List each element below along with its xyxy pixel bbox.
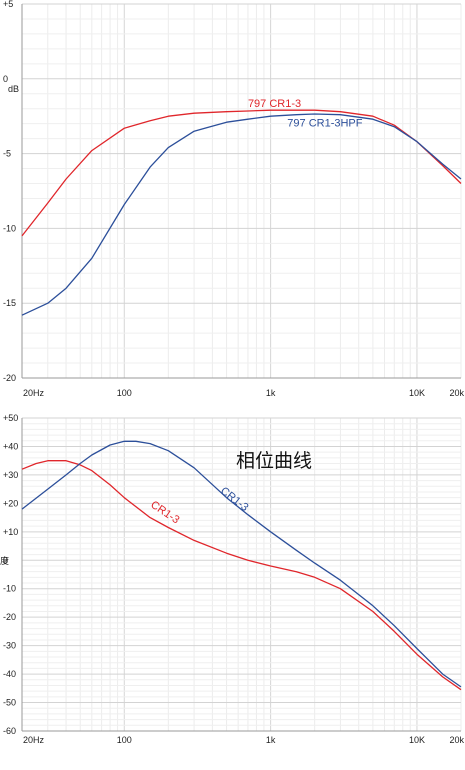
x-tick-label: 100 <box>117 388 132 398</box>
x-tick-label: 20k <box>449 388 464 398</box>
y-axis-label: 度 <box>0 555 9 566</box>
series-line-red <box>21 460 462 691</box>
y-axis-label: dB <box>8 84 19 94</box>
phase-chart: +50 +40 +30 +20 +10 0 -10 -20 -30 -40 -50 -60 度 20Hz 1… <box>0 413 464 745</box>
series-line-blue <box>21 113 462 316</box>
x-tick-label: 20k <box>449 735 464 745</box>
y-tick-label: -60 <box>3 726 16 736</box>
x-tick-label: 1k <box>266 388 276 398</box>
y-tick-label: +10 <box>3 527 18 537</box>
x-tick-label: 20Hz <box>23 735 45 745</box>
series-line-blue <box>21 440 462 688</box>
y-tick-label: +30 <box>3 470 18 480</box>
y-tick-label: -5 <box>3 149 11 159</box>
y-tick-label: -15 <box>3 298 16 308</box>
x-tick-label: 20Hz <box>23 388 45 398</box>
y-tick-label: -20 <box>3 612 16 622</box>
x-tick-label: 100 <box>117 735 132 745</box>
magnitude-chart: +5 0 -5 -10 -15 -20 dB 20Hz 100 1k 10K 20k 797 CR1-3… <box>3 0 464 398</box>
grid <box>21 3 462 379</box>
y-tick-label: 0 <box>3 74 8 84</box>
chart-title: 相位曲线 <box>236 450 312 472</box>
y-tick-label: -20 <box>3 373 16 383</box>
series-label: 797 CR1-3HPF <box>287 118 362 130</box>
grid <box>21 417 462 732</box>
series-line-red <box>21 109 462 237</box>
series-label: 797 CR1-3 <box>248 98 301 110</box>
plot-area <box>22 418 461 731</box>
y-tick-label: 0 <box>3 555 8 565</box>
y-tick-label: -10 <box>3 223 16 233</box>
x-tick-label: 10K <box>409 388 425 398</box>
y-tick-label: -40 <box>3 669 16 679</box>
y-tick-label: +50 <box>3 413 18 423</box>
plot-area <box>22 4 461 378</box>
y-tick-label: +5 <box>3 0 13 9</box>
y-tick-label: -50 <box>3 698 16 708</box>
x-tick-label: 10K <box>409 735 425 745</box>
y-tick-label: +40 <box>3 441 18 451</box>
y-tick-label: -30 <box>3 641 16 651</box>
y-tick-label: +20 <box>3 498 18 508</box>
y-tick-label: -10 <box>3 584 16 594</box>
x-tick-label: 1k <box>266 735 276 745</box>
